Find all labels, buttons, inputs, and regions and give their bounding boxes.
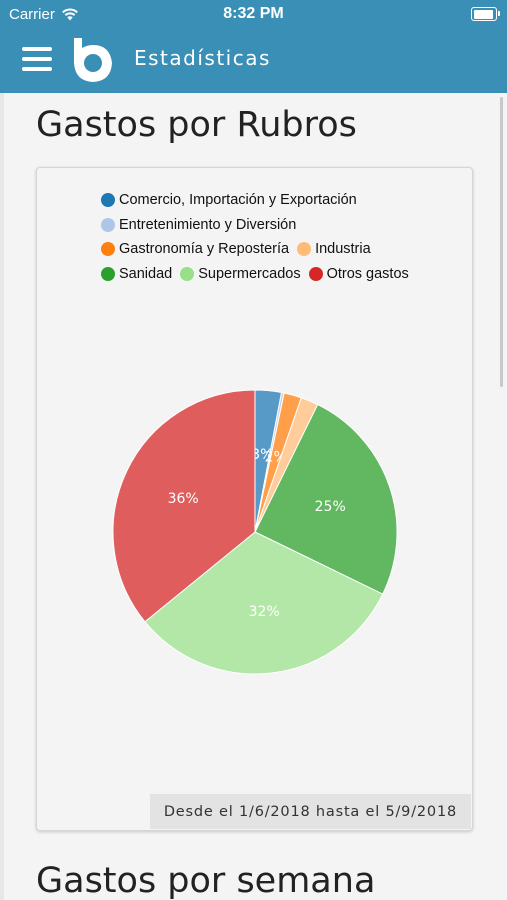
chart-legend: Comercio, Importación y Exportación Entre…: [101, 188, 461, 286]
content-left-edge: [0, 93, 4, 900]
carrier-label: Carrier: [9, 6, 55, 23]
legend-row: Entretenimiento y Diversión: [101, 213, 461, 238]
pie-slice[interactable]: [254, 403, 398, 595]
wifi-icon: [61, 8, 78, 21]
pie-chart: 3%2%25%32%36%: [112, 389, 398, 675]
legend-item[interactable]: Sanidad: [101, 266, 172, 282]
legend-item[interactable]: Gastronomía y Repostería: [101, 241, 289, 257]
legend-label: Industria: [315, 241, 371, 258]
legend-item[interactable]: Industria: [297, 241, 371, 257]
legend-row: Gastronomía y Repostería Industria: [101, 237, 461, 262]
section-title-semana: Gastos por semana: [36, 861, 376, 900]
legend-label: Sanidad: [119, 265, 173, 282]
hamburger-menu-icon[interactable]: [22, 44, 56, 74]
pie-data-label: 32%: [249, 604, 280, 620]
legend-label: Gastronomía y Repostería: [119, 241, 290, 258]
section-title-rubros: Gastos por Rubros: [36, 105, 357, 145]
scrollbar[interactable]: [500, 97, 503, 387]
nav-title: Estadísticas: [134, 46, 271, 70]
legend-row: Sanidad Supermercados Otros gastos: [101, 262, 461, 287]
main-content[interactable]: Gastos por Rubros Comercio, Importación …: [0, 93, 507, 900]
battery-icon: [471, 7, 500, 21]
nav-bar: Estadísticas: [0, 28, 507, 93]
legend-label: Supermercados: [198, 265, 301, 282]
legend-item[interactable]: Entretenimiento y Diversión: [101, 217, 296, 233]
status-bar: Carrier 8:32 PM: [0, 0, 507, 28]
legend-item[interactable]: Otros gastos: [308, 265, 409, 282]
pie-data-label: 25%: [315, 499, 346, 515]
status-carrier: Carrier: [9, 6, 79, 23]
legend-dot-icon: [297, 242, 312, 257]
pie-data-label: 3%: [251, 447, 273, 463]
pie-slice[interactable]: [144, 531, 384, 675]
legend-item[interactable]: Supermercados: [180, 265, 301, 282]
legend-row: Comercio, Importación y Exportación: [101, 188, 461, 213]
legend-label: Entretenimiento y Diversión: [119, 216, 297, 233]
legend-item[interactable]: Comercio, Importación y Exportación: [101, 192, 357, 208]
battery-level-fill: [473, 9, 493, 19]
legend-dot-icon: [101, 193, 115, 208]
legend-dot-icon: [180, 266, 195, 281]
pie-slice[interactable]: [112, 389, 256, 623]
legend-label: Comercio, Importación y Exportación: [119, 192, 357, 209]
date-range-label: Desde el 1/6/2018 hasta el 5/9/2018: [149, 794, 471, 829]
legend-dot-icon: [101, 242, 115, 257]
pie-data-label: 36%: [168, 491, 199, 507]
legend-dot-icon: [101, 266, 115, 281]
legend-dot-icon: [101, 217, 115, 232]
legend-label: Otros gastos: [326, 265, 409, 282]
status-time: 8:32 PM: [223, 5, 284, 22]
legend-dot-icon: [308, 266, 323, 281]
app-logo-icon: [74, 38, 112, 82]
pie-chart-card: Comercio, Importación y Exportación Entre…: [36, 167, 473, 831]
